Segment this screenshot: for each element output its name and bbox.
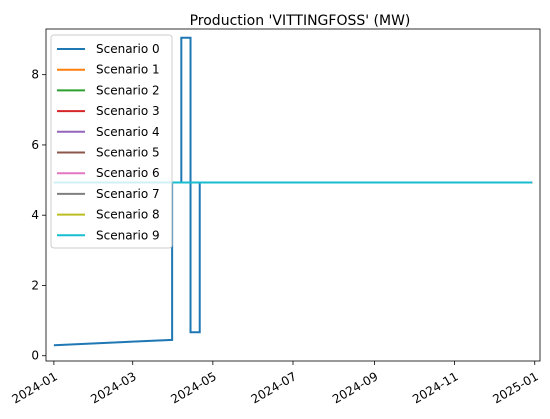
x-tick-label-1: 2024-03 xyxy=(88,369,138,406)
x-tick-label-3: 2024-07 xyxy=(249,369,299,406)
legend-label-2: Scenario 2 xyxy=(96,83,160,97)
x-axis: 2024-01 2024-03 2024-05 2024-07 2024-09 2024-… xyxy=(9,361,541,406)
legend-label-0: Scenario 0 xyxy=(96,42,160,56)
legend-label-3: Scenario 3 xyxy=(96,104,160,118)
legend-label-8: Scenario 8 xyxy=(96,208,160,222)
y-axis: 0 2 4 6 8 xyxy=(31,68,46,363)
x-tick-label-2: 2024-05 xyxy=(168,369,218,406)
x-tick-label-6: 2025-01 xyxy=(490,369,540,406)
legend-label-9: Scenario 9 xyxy=(96,228,160,242)
series-line-0 xyxy=(53,36,533,347)
legend-label-5: Scenario 5 xyxy=(96,146,160,160)
x-tick-label-4: 2024-09 xyxy=(330,369,380,406)
y-tick-label-1: 2 xyxy=(31,278,39,292)
x-tick-label-5: 2024-11 xyxy=(410,369,460,406)
y-tick-label-4: 8 xyxy=(31,68,39,82)
legend-label-6: Scenario 6 xyxy=(96,166,160,180)
y-tick-label-0: 0 xyxy=(31,349,39,363)
chart-title: Production 'VITTINGFOSS' (MW) xyxy=(190,13,411,29)
legend: Scenario 0 Scenario 1 Scenario 2 Scenario 3… xyxy=(50,34,173,249)
legend-label-4: Scenario 4 xyxy=(96,125,160,139)
y-tick-label-3: 6 xyxy=(31,138,39,152)
legend-label-7: Scenario 7 xyxy=(96,187,160,201)
legend-label-1: Scenario 1 xyxy=(96,63,160,77)
x-tick-label-0: 2024-01 xyxy=(9,369,59,406)
y-tick-label-2: 4 xyxy=(31,208,39,222)
